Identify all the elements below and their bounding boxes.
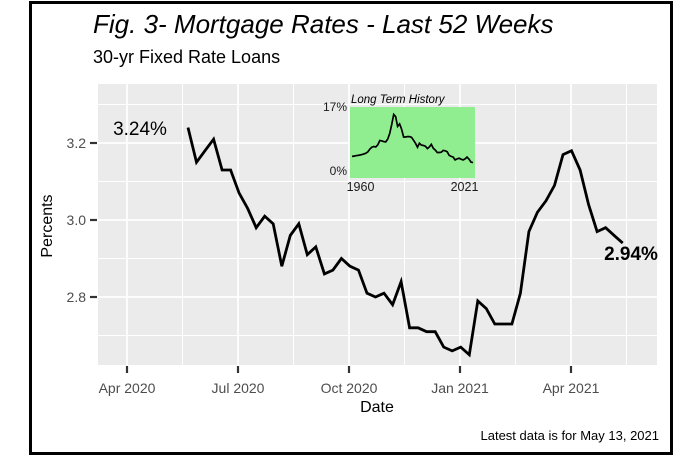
- start-value-annotation: 3.24%: [113, 119, 167, 140]
- inset-series-line: [351, 112, 474, 164]
- inset-y-min-label: 0%: [329, 164, 347, 178]
- x-axis-tick-label: Jul 2020: [211, 380, 265, 396]
- inset-chart: [350, 107, 475, 178]
- inset-x-min-label: 1960: [346, 180, 375, 194]
- figure-subtitle: 30-yr Fixed Rate Loans: [93, 47, 281, 67]
- figure-caption: Latest data is for May 13, 2021: [480, 428, 660, 443]
- figure-title: Fig. 3- Mortgage Rates - Last 52 Weeks: [93, 9, 554, 39]
- inset-x-max-label: 2021: [450, 180, 479, 194]
- x-axis-tick-label: Apr 2020: [98, 380, 156, 396]
- y-axis-tick-label: 2.8: [66, 289, 86, 305]
- main-series-line: [186, 127, 624, 358]
- end-value-annotation: 2.94%: [604, 244, 658, 265]
- inset-title: Long Term History: [351, 94, 445, 106]
- inset-plot-svg: [350, 107, 475, 178]
- x-axis-tick-label: Apr 2021: [542, 380, 600, 396]
- x-axis-title: Date: [360, 399, 394, 416]
- x-axis-tick-label: Jan 2021: [431, 380, 489, 396]
- y-axis-tick-label: 3.2: [66, 135, 86, 151]
- y-axis-tick-label: 3.0: [66, 212, 86, 228]
- inset-y-max-label: 17%: [322, 100, 347, 114]
- x-axis-tick-label: Oct 2020: [320, 380, 378, 396]
- y-axis-title: Percents: [39, 194, 56, 258]
